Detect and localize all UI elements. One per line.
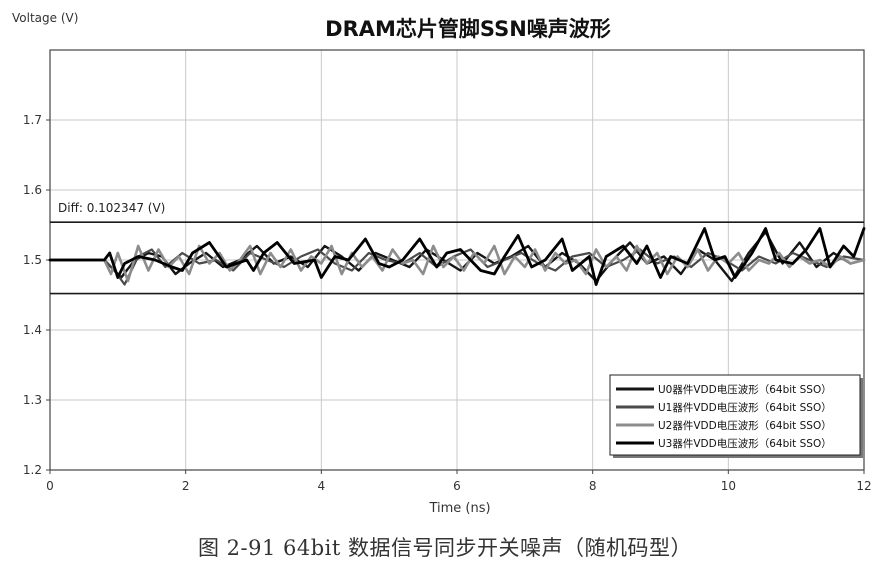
x-axis-label: Time (ns) <box>428 501 490 516</box>
y-tick-label: 1.7 <box>23 113 42 127</box>
x-tick-label: 12 <box>856 479 871 493</box>
series-line-0 <box>48 230 866 283</box>
y-tick-label: 1.2 <box>23 463 42 477</box>
x-tick-label: 4 <box>318 479 326 493</box>
chart-title: DRAM芯片管脚SSN噪声波形 <box>325 17 611 41</box>
y-tick-label: 1.3 <box>23 393 42 407</box>
x-tick-label: 2 <box>182 479 190 493</box>
legend: U0器件VDD电压波形（64bit SSO） U1器件VDD电压波形（64bit … <box>609 374 863 458</box>
legend-label: U2器件VDD电压波形（64bit SSO） <box>658 419 832 432</box>
y-tick-label: 1.5 <box>23 253 42 267</box>
series-line-2 <box>48 244 866 283</box>
x-tick-label: 0 <box>46 479 54 493</box>
y-axis-label: Voltage (V) <box>12 11 78 25</box>
figure-caption: 图 2-91 64bit 数据信号同步开关噪声（随机码型） <box>197 536 693 560</box>
x-tick-label: 10 <box>721 479 736 493</box>
legend-label: U0器件VDD电压波形（64bit SSO） <box>658 383 832 396</box>
diff-annotation: Diff: 0.102347 (V) <box>58 201 165 215</box>
y-tick-label: 1.6 <box>23 183 42 197</box>
series-line-3 <box>48 227 866 286</box>
y-tick-label: 1.4 <box>23 323 42 337</box>
legend-label: U3器件VDD电压波形（64bit SSO） <box>658 437 832 450</box>
x-tick-label: 8 <box>589 479 597 493</box>
x-tick-label: 6 <box>453 479 461 493</box>
legend-label: U1器件VDD电压波形（64bit SSO） <box>658 401 832 414</box>
